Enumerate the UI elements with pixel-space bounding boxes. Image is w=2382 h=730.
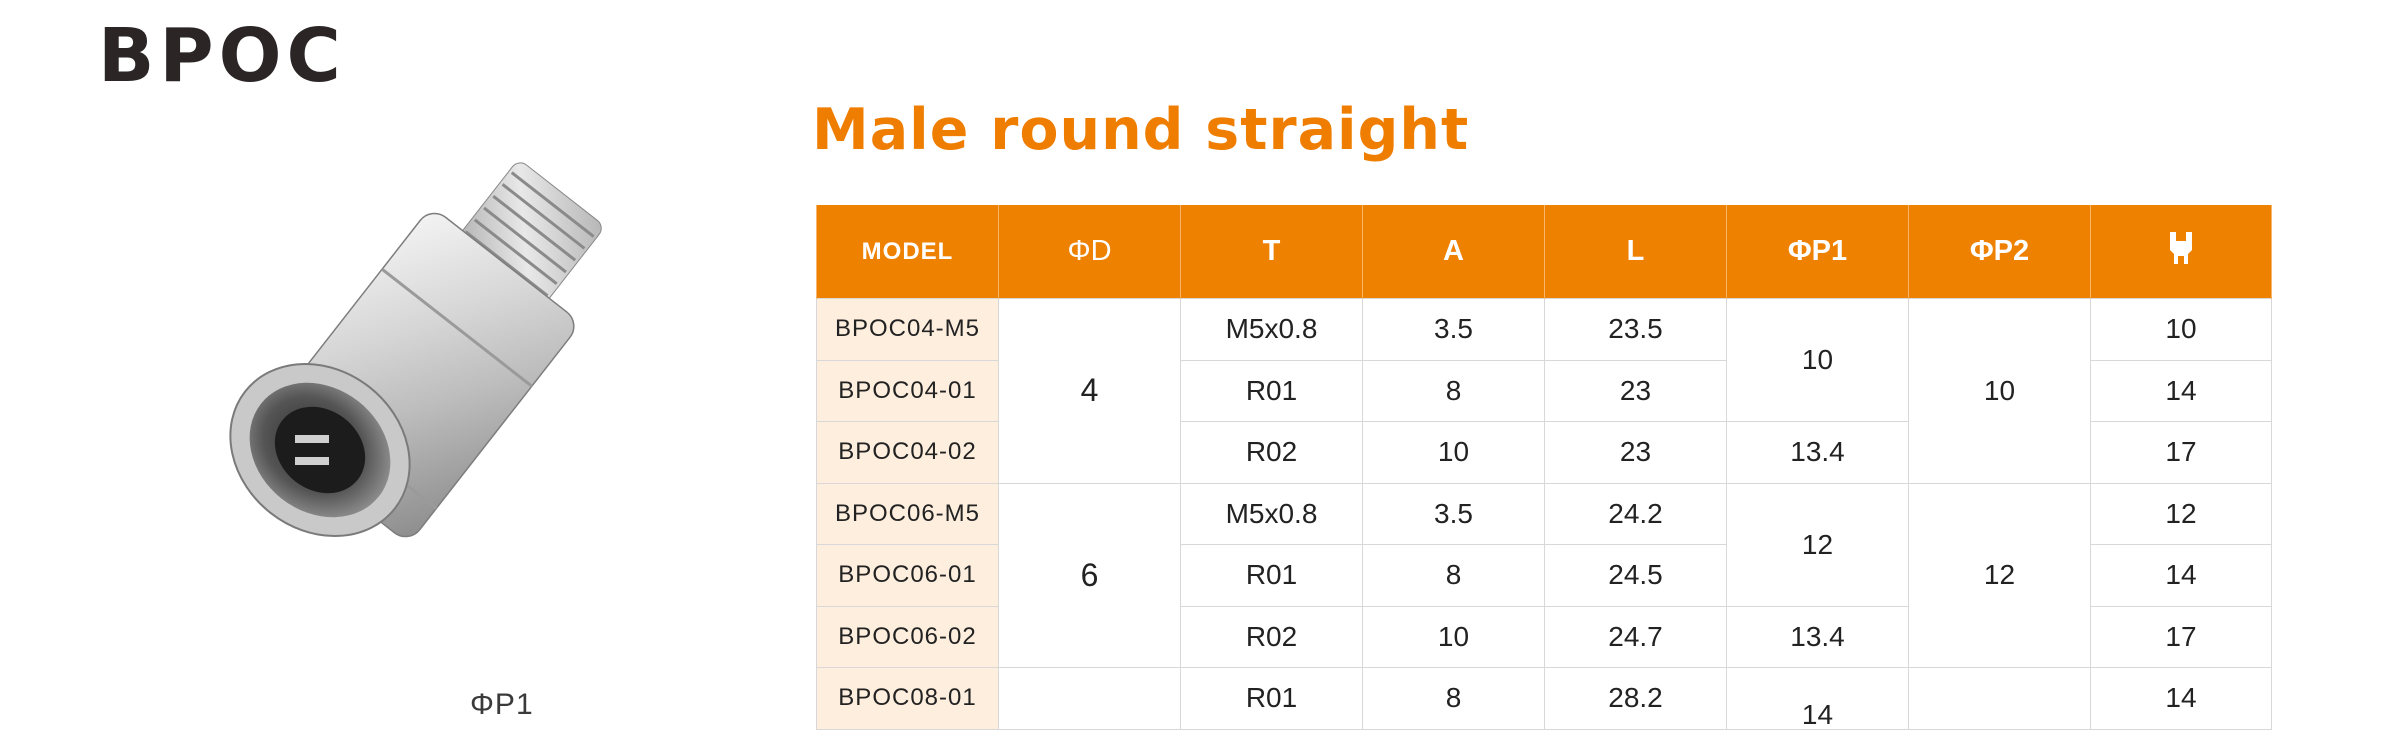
p2-cell: 12 [1908, 482, 2091, 668]
wrench-cell: 17 [2090, 605, 2272, 668]
table-row: BPOC04-02 R02 10 23 13.4 17 [816, 421, 2272, 484]
model-cell: BPOC06-02 [816, 605, 999, 668]
model-cell: BPOC04-M5 [816, 298, 999, 361]
p2-cell [1908, 667, 2091, 730]
a-cell: 8 [1362, 667, 1545, 730]
t-cell: R01 [1180, 359, 1363, 422]
d-cell: 6 [998, 482, 1181, 668]
table-row: BPOC04-01 R01 8 23 14 [816, 359, 2272, 422]
t-cell: R01 [1180, 544, 1363, 607]
model-cell: BPOC04-01 [816, 359, 999, 422]
l-cell: 24.5 [1544, 544, 1727, 607]
l-cell: 23.5 [1544, 298, 1727, 361]
d-cell: 4 [998, 298, 1181, 484]
header-d: ΦD [998, 205, 1181, 299]
p1-cell: 10 [1726, 298, 1909, 422]
a-cell: 8 [1362, 544, 1545, 607]
model-cell: BPOC06-01 [816, 544, 999, 607]
l-cell: 28.2 [1544, 667, 1727, 730]
wrench-cell: 17 [2090, 421, 2272, 484]
a-cell: 8 [1362, 359, 1545, 422]
model-cell: BPOC04-02 [816, 421, 999, 484]
p2-cell: 10 [1908, 298, 2091, 484]
wrench-cell: 14 [2090, 359, 2272, 422]
a-cell: 3.5 [1362, 298, 1545, 361]
header-p2: ΦP2 [1908, 205, 2091, 299]
wrench-cell: 14 [2090, 667, 2272, 730]
p1-cell: 12 [1726, 482, 1909, 607]
table-row: BPOC06-M5 6 M5x0.8 3.5 24.2 12 12 12 [816, 482, 2272, 668]
wrench-cell: 10 [2090, 298, 2272, 361]
wrench-icon [2170, 231, 2192, 264]
l-cell: 23 [1544, 359, 1727, 422]
d-cell [998, 667, 1181, 730]
image-caption: ΦP1 [470, 688, 534, 721]
wrench-cell: 14 [2090, 544, 2272, 607]
t-cell: R02 [1180, 421, 1363, 484]
l-cell: 24.7 [1544, 605, 1727, 668]
spec-table: MODEL ΦD T A L ΦP1 ΦP2 BPOC04-M5 4 M5x0.… [816, 205, 2272, 730]
table-row: BPOC04-M5 4 M5x0.8 3.5 23.5 10 10 10 [816, 298, 2272, 484]
t-cell: R02 [1180, 605, 1363, 668]
p1-cell: 14 [1726, 667, 1909, 730]
table-row: BPOC08-01 R01 8 28.2 14 14 [816, 667, 2272, 730]
t-cell: M5x0.8 [1180, 298, 1363, 361]
t-cell: M5x0.8 [1180, 482, 1363, 545]
l-cell: 24.2 [1544, 482, 1727, 545]
table-header-row: MODEL ΦD T A L ΦP1 ΦP2 [816, 205, 2272, 299]
product-heading: Male round straight [812, 97, 1470, 163]
header-a: A [1362, 205, 1545, 299]
p1-cell: 13.4 [1726, 605, 1909, 668]
p1-cell: 13.4 [1726, 421, 1909, 484]
header-p1: ΦP1 [1726, 205, 1909, 299]
page-title: BPOC [98, 13, 346, 99]
t-cell: R01 [1180, 667, 1363, 730]
a-cell: 3.5 [1362, 482, 1545, 545]
model-cell: BPOC08-01 [816, 667, 999, 730]
header-t: T [1180, 205, 1363, 299]
header-model: MODEL [816, 205, 999, 299]
wrench-cell: 12 [2090, 482, 2272, 545]
l-cell: 23 [1544, 421, 1727, 484]
a-cell: 10 [1362, 605, 1545, 668]
product-image [229, 162, 602, 538]
header-wrench [2090, 205, 2272, 299]
header-l: L [1544, 205, 1727, 299]
a-cell: 10 [1362, 421, 1545, 484]
model-cell: BPOC06-M5 [816, 482, 999, 545]
